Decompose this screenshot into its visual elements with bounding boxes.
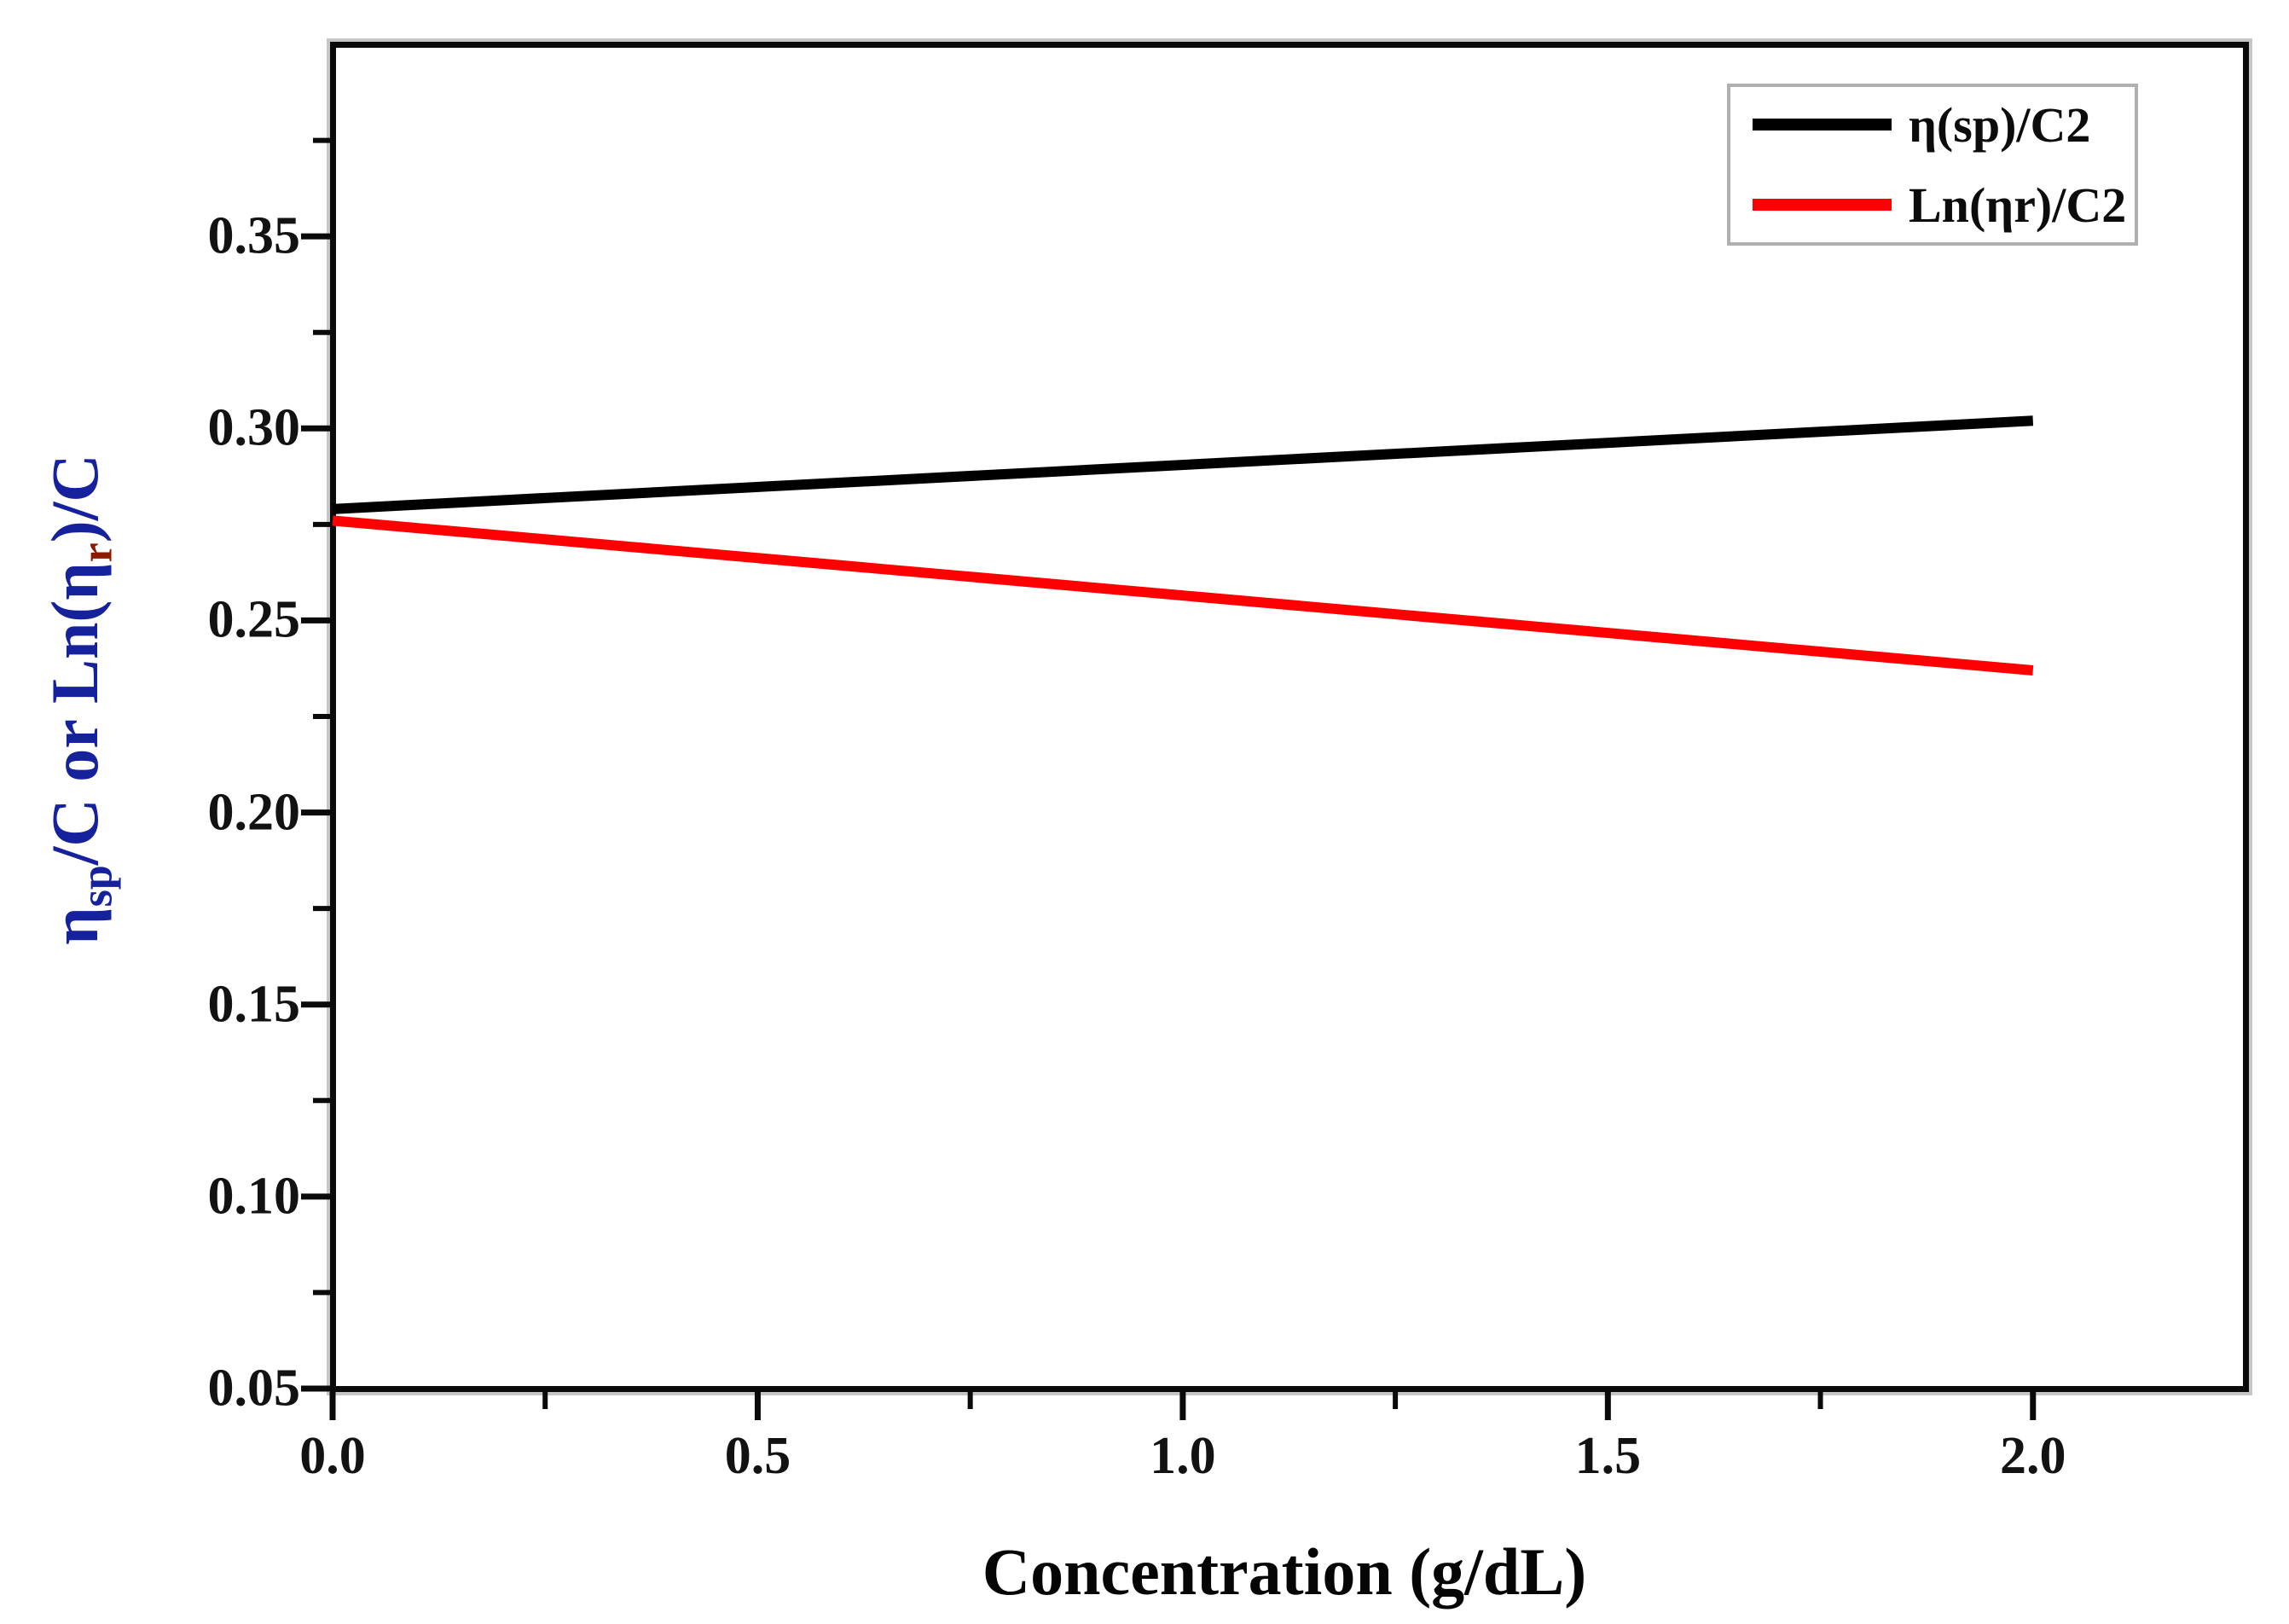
y-axis-title-eta: η — [38, 907, 112, 945]
legend-label-eta-sp: η(sp)/C2 — [1909, 96, 2091, 153]
y-axis-title: ηsp/C or Ln(ηr)/C — [37, 454, 122, 945]
x-tick-label: 0.0 — [299, 1427, 366, 1485]
x-axis-title: Concentration (g/dL) — [982, 1534, 1587, 1609]
series-line-0 — [332, 415, 2034, 514]
y-tick-label: 0.25 — [207, 590, 301, 649]
plot-frame — [330, 42, 2249, 1392]
legend-entry-eta-sp: η(sp)/C2 — [1753, 97, 2135, 153]
legend-entry-ln-eta-r: Ln(ηr)/C2 — [1753, 177, 2135, 233]
x-tick-label: 2.0 — [2000, 1427, 2066, 1485]
y-axis-title-sub-sp: sp — [72, 865, 122, 908]
y-tick-label: 0.20 — [207, 783, 301, 842]
y-axis-title-mid: /C or Ln(η — [38, 562, 112, 866]
series-line-1 — [332, 515, 2034, 676]
legend-line-sample-black — [1753, 119, 1892, 130]
y-tick-label: 0.30 — [207, 398, 301, 457]
legend-box: η(sp)/C2 Ln(ηr)/C2 — [1727, 84, 2138, 246]
legend-line-sample-red — [1753, 199, 1892, 211]
y-axis-title-sub-r: r — [72, 542, 122, 563]
x-tick-label: 1.5 — [1574, 1427, 1642, 1485]
legend-label-ln-eta-r: Ln(ηr)/C2 — [1909, 177, 2127, 233]
x-tick-label: 1.0 — [1150, 1427, 1216, 1485]
y-tick-label: 0.10 — [207, 1167, 301, 1226]
y-axis-title-end: )/C — [38, 454, 112, 543]
y-tick-label: 0.05 — [207, 1359, 301, 1418]
x-tick-label: 0.5 — [724, 1427, 791, 1485]
y-tick-label: 0.15 — [207, 975, 301, 1034]
y-tick-label: 0.35 — [207, 206, 301, 265]
